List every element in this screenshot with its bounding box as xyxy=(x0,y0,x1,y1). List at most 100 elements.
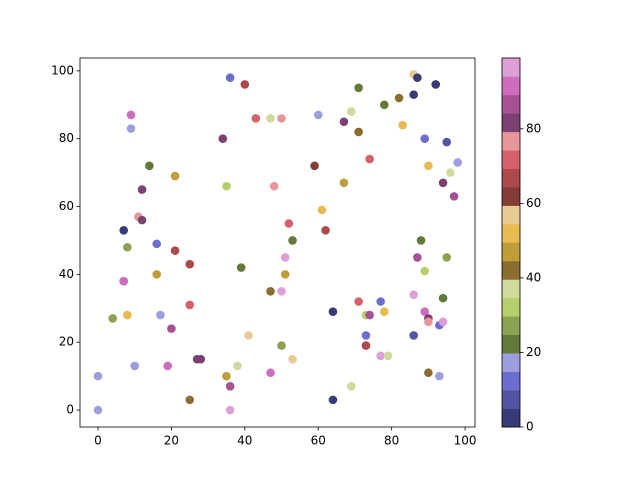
point xyxy=(416,236,426,245)
colorbar-segment xyxy=(502,279,520,299)
point xyxy=(420,266,430,276)
point xyxy=(365,154,374,164)
point xyxy=(225,405,235,415)
point xyxy=(93,405,103,415)
point xyxy=(240,80,250,89)
point xyxy=(288,354,297,364)
point xyxy=(119,225,128,235)
colorbar-segment xyxy=(502,187,520,206)
colorbar-segment xyxy=(502,76,520,96)
point xyxy=(328,395,338,405)
point xyxy=(339,178,349,188)
colorbar-segment xyxy=(502,390,520,409)
point xyxy=(218,134,228,144)
x-tick-label: 60 xyxy=(311,434,326,448)
colorbar-segment xyxy=(502,224,520,243)
colorbar-tick-label: 20 xyxy=(526,345,541,359)
point xyxy=(438,317,448,327)
colorbar-segment xyxy=(502,205,520,225)
point xyxy=(354,83,363,93)
y-tick-label: 20 xyxy=(59,335,74,349)
point xyxy=(442,253,452,262)
point xyxy=(449,192,459,201)
colorbar-tick-label: 40 xyxy=(526,270,541,284)
point xyxy=(380,100,389,110)
point xyxy=(420,307,430,316)
y-tick-label: 40 xyxy=(59,267,74,281)
point xyxy=(280,253,290,262)
point xyxy=(317,205,327,215)
point xyxy=(409,90,418,99)
point xyxy=(137,215,147,225)
point xyxy=(123,242,132,252)
point xyxy=(280,270,290,279)
point xyxy=(453,158,463,167)
colorbar-segment xyxy=(502,150,520,169)
x-tick-label: 100 xyxy=(454,434,477,448)
point xyxy=(431,80,441,89)
point xyxy=(152,270,162,279)
point xyxy=(409,331,418,340)
point xyxy=(446,168,455,177)
colorbar-segment xyxy=(502,316,520,336)
point xyxy=(222,181,231,191)
point xyxy=(328,307,338,316)
colorbar-frame xyxy=(501,57,521,428)
point xyxy=(380,307,389,316)
x-tick-label: 0 xyxy=(94,434,102,448)
point xyxy=(170,171,180,181)
point xyxy=(409,290,418,300)
point xyxy=(354,127,363,137)
point xyxy=(119,276,128,286)
colorbar-tick-label: 80 xyxy=(526,121,541,135)
colorbar-segment xyxy=(502,297,520,317)
point xyxy=(339,117,349,127)
point xyxy=(413,253,422,262)
point xyxy=(284,219,294,228)
y-tick-label: 100 xyxy=(51,63,74,77)
colorbar-tick-label: 60 xyxy=(526,196,541,210)
point xyxy=(313,110,323,120)
point xyxy=(361,331,371,340)
point xyxy=(394,93,404,103)
point xyxy=(413,73,422,82)
point xyxy=(185,395,195,405)
point xyxy=(435,371,444,381)
colorbar-segment xyxy=(502,113,520,133)
plot-frame xyxy=(79,57,476,428)
point xyxy=(424,368,433,378)
point xyxy=(269,181,279,191)
point xyxy=(321,225,330,235)
point xyxy=(383,351,393,361)
point xyxy=(222,371,231,381)
point xyxy=(196,354,206,364)
point xyxy=(156,310,165,320)
point xyxy=(277,114,286,123)
point xyxy=(233,361,242,371)
colorbar-segment xyxy=(502,334,520,354)
point xyxy=(130,361,139,371)
point xyxy=(438,293,448,303)
colorbar-segment xyxy=(502,131,520,151)
point xyxy=(442,137,452,147)
colorbar-segment xyxy=(502,260,520,280)
point xyxy=(225,73,235,82)
point xyxy=(108,314,117,323)
point xyxy=(251,114,261,123)
colorbar-segment xyxy=(502,94,520,114)
point xyxy=(266,114,275,123)
point xyxy=(170,246,180,255)
point xyxy=(137,185,147,194)
point xyxy=(123,310,132,320)
point xyxy=(288,236,297,245)
point xyxy=(365,310,374,320)
colorbar-segment xyxy=(502,353,520,372)
point xyxy=(152,239,162,249)
point xyxy=(346,382,356,391)
y-tick-label: 80 xyxy=(59,131,74,145)
colorbar-segment xyxy=(502,168,520,188)
point xyxy=(266,368,275,378)
x-tick-label: 80 xyxy=(384,434,399,448)
